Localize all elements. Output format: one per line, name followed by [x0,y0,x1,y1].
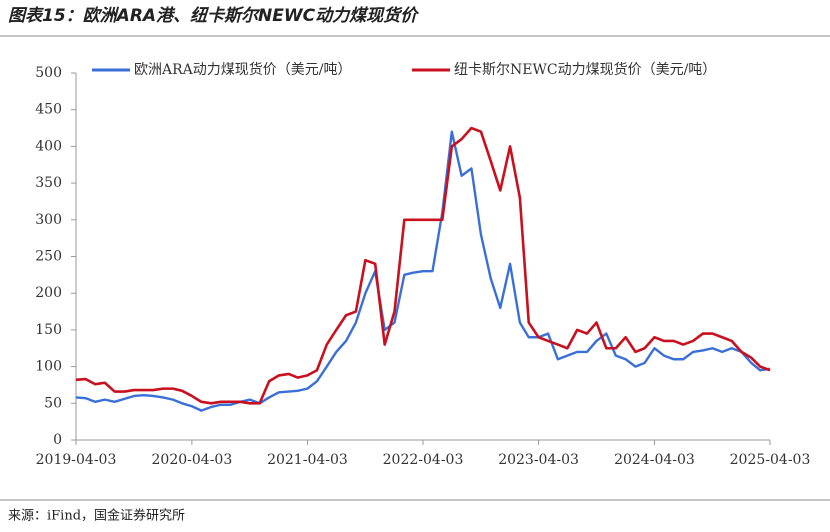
x-tick-label: 2019-04-03 [36,452,117,468]
legend-label: 欧洲ARA动力煤现货价（美元/吨） [134,61,351,78]
y-tick-label: 300 [35,212,62,228]
y-tick-label: 450 [35,102,62,118]
source: 来源：iFind，国金证券研究所 [8,508,185,524]
series-line [75,130,771,412]
y-tick-label: 500 [35,65,62,81]
y-tick-label: 50 [44,395,62,411]
y-tick-label: 100 [35,359,62,375]
y-tick-label: 0 [53,432,62,448]
y-tick-label: 200 [35,285,62,301]
y-tick-label: 350 [35,175,62,191]
x-tick-label: 2025-04-03 [730,452,811,468]
legend-label: 纽卡斯尔NEWC动力煤现货价（美元/吨） [454,61,716,78]
x-tick-label: 2023-04-03 [498,452,579,468]
x-tick-label: 2024-04-03 [614,452,695,468]
series-line [75,126,771,405]
x-tick-label: 2021-04-03 [267,452,348,468]
y-tick-label: 150 [35,322,62,338]
y-tick-label: 250 [35,249,62,265]
y-tick-label: 400 [35,138,62,154]
chart-title: 图表15：欧洲ARA港、纽卡斯尔NEWC动力煤现货价 [8,6,420,26]
x-tick-label: 2022-04-03 [383,452,464,468]
x-tick-label: 2020-04-03 [152,452,233,468]
